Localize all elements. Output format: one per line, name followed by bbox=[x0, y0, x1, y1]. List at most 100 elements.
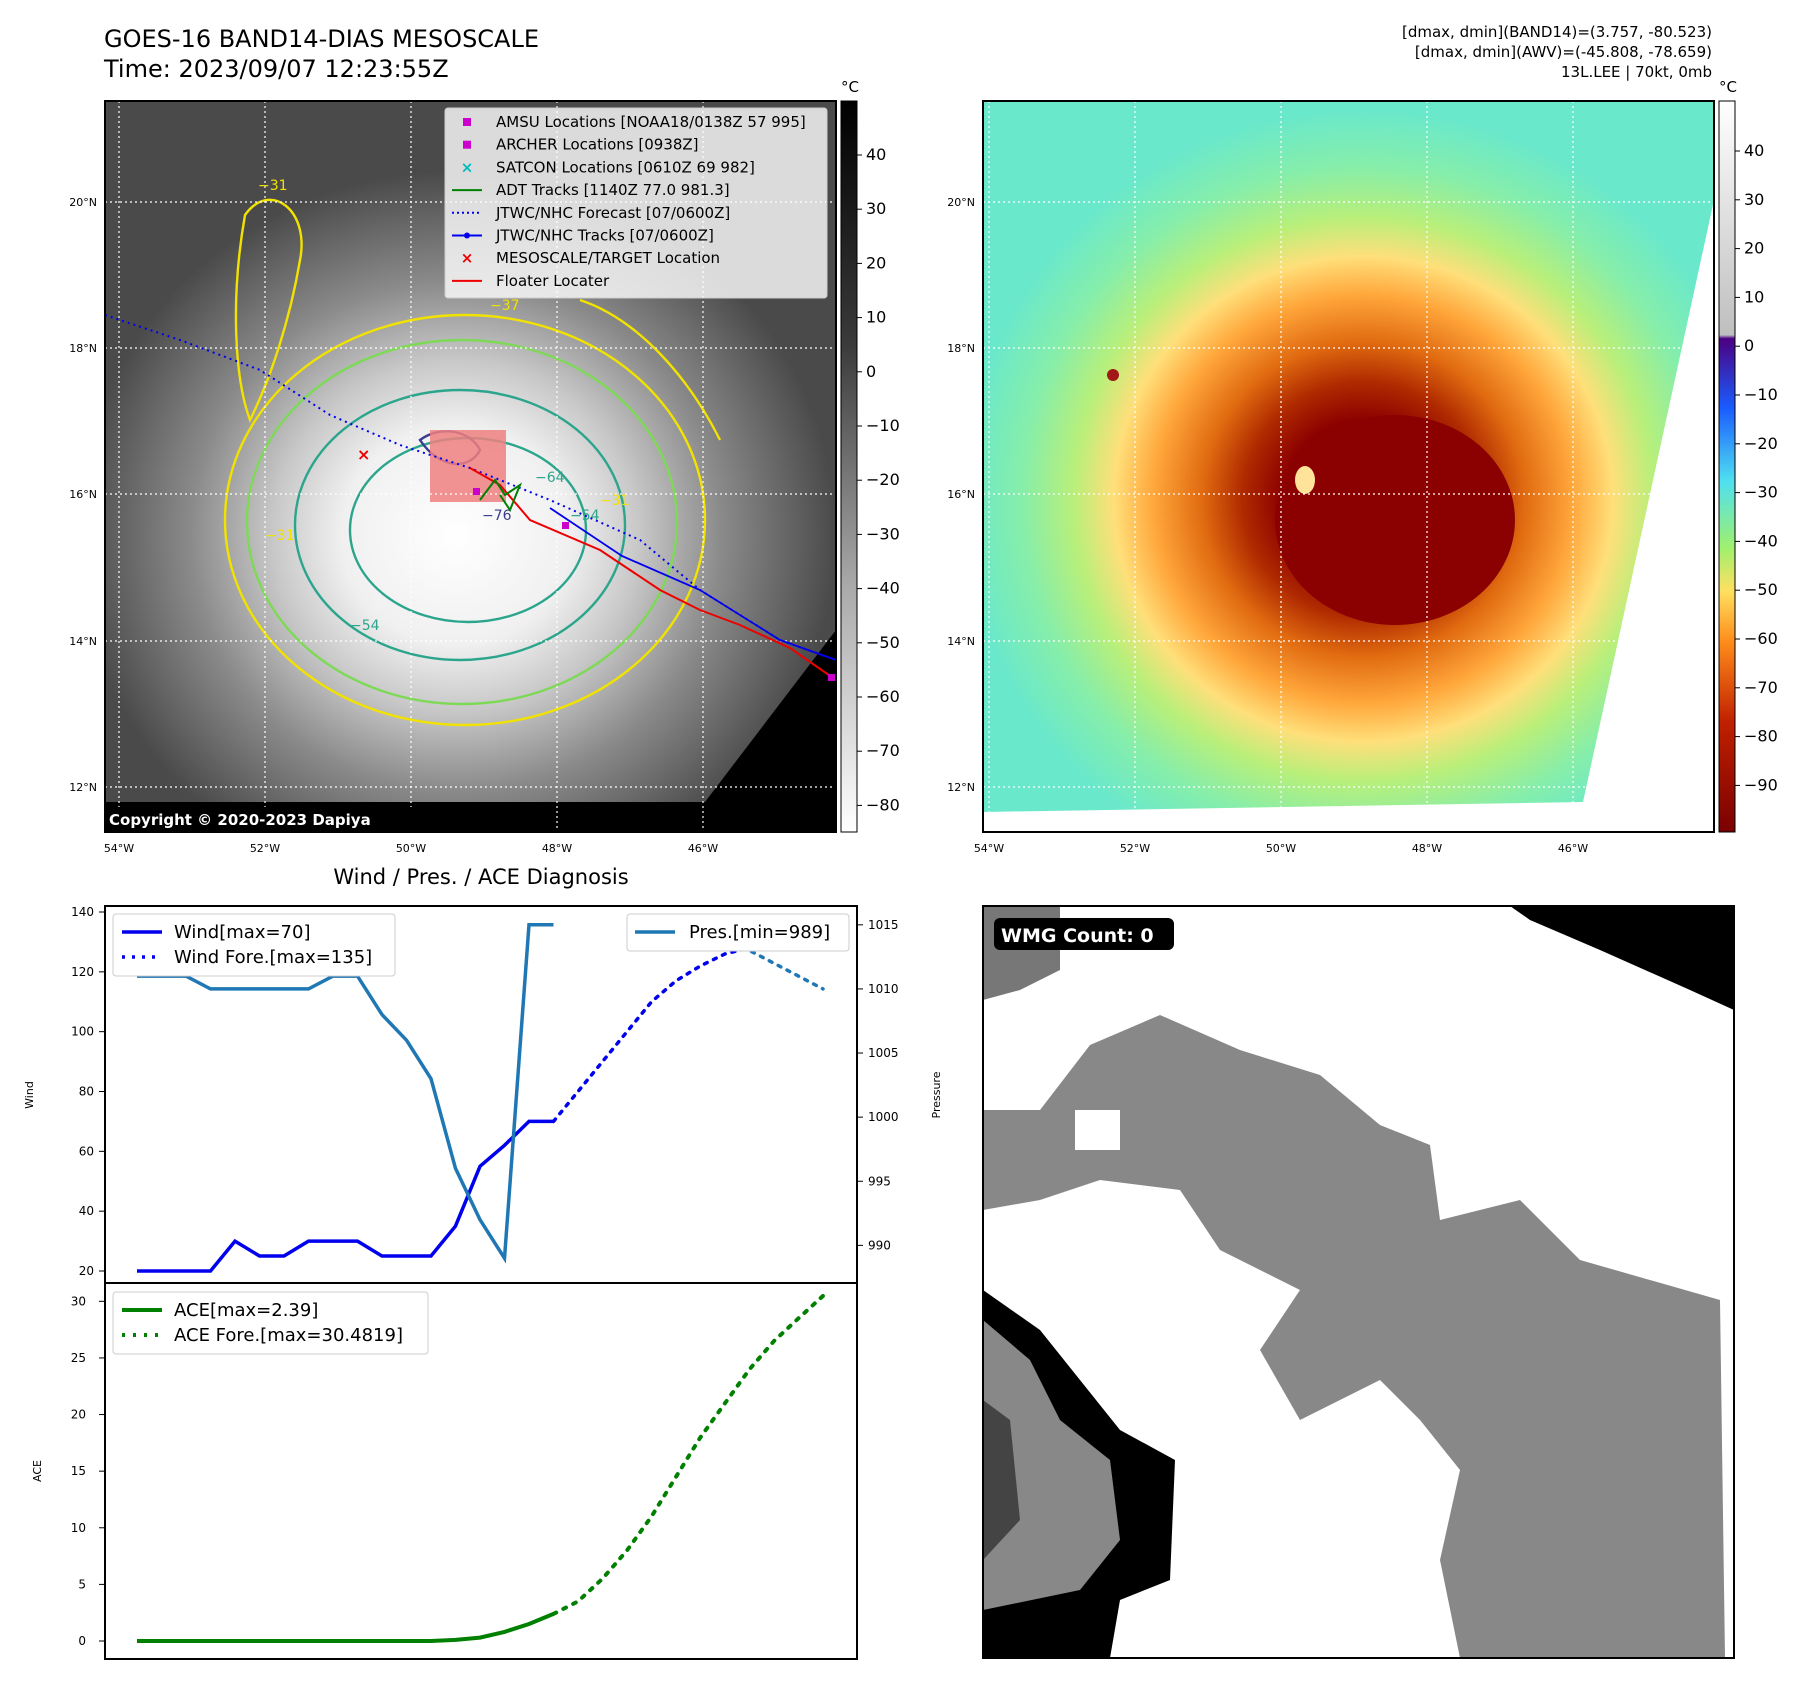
wmg-count-label: WMG Count: 0 bbox=[1001, 925, 1154, 947]
ace-legend-box bbox=[112, 1291, 429, 1355]
colorbar-tick-label: −70 bbox=[866, 741, 900, 760]
lon-label: 50°W bbox=[396, 842, 426, 855]
contour-yellow bbox=[223, 313, 707, 727]
line-dot-icon-marker bbox=[464, 232, 470, 239]
colorbar-tick-label: −80 bbox=[866, 795, 900, 814]
legend-label: JTWC/NHC Tracks [07/0600Z] bbox=[495, 227, 714, 245]
legend-item: ADT Tracks [1140Z 77.0 981.3] bbox=[452, 181, 730, 199]
wmg-dark-gray bbox=[983, 1400, 1020, 1560]
eye bbox=[1295, 466, 1315, 494]
legend-item: Floater Locater bbox=[452, 272, 610, 290]
legend-label: JTWC/NHC Forecast [07/0600Z] bbox=[495, 204, 730, 222]
wind-pressure-chart: Wind / Pres. / ACE Diagnosis Wind Pressu… bbox=[23, 865, 943, 1284]
left-map-axis-labels: 20°N 18°N 16°N 14°N 12°N 54°W 52°W 50°W 48°W 46°W bbox=[69, 196, 718, 855]
colorbar-tick-label: −60 bbox=[866, 687, 900, 706]
wind-tick-label: 40 bbox=[79, 1204, 94, 1218]
colorbar-tick-label: −10 bbox=[1744, 385, 1778, 404]
lon-label: 54°W bbox=[104, 842, 134, 855]
colorbar-tick-label: 30 bbox=[1744, 190, 1764, 209]
lon-label: 46°W bbox=[1558, 842, 1588, 855]
target-box bbox=[430, 430, 506, 502]
legend-label: ACE Fore.[max=30.4819] bbox=[174, 1325, 403, 1346]
figure-stats: [dmax, dmin](BAND14)=(3.757, -80.523) [d… bbox=[1402, 22, 1712, 82]
pressure-tick-label: 1000 bbox=[868, 1110, 899, 1124]
lon-label: 46°W bbox=[688, 842, 718, 855]
wind-tick-label: 20 bbox=[79, 1264, 94, 1278]
colorbar-tick-label: 20 bbox=[866, 253, 886, 272]
legend-label: Pres.[min=989] bbox=[689, 922, 830, 943]
right-colorbar-ticks: 40 30 20 10 0 −10 −20 −30 −40 −50 −60 −70 −80 −90 bbox=[1735, 141, 1778, 794]
lon-label: 50°W bbox=[1266, 842, 1296, 855]
wind-tick-label: 60 bbox=[79, 1144, 94, 1158]
right-map-grid bbox=[983, 101, 1714, 832]
wmg-panel: WMG Count: 0 bbox=[982, 905, 1735, 1659]
series-line bbox=[551, 937, 825, 1124]
pressure-tick-label: 995 bbox=[868, 1174, 891, 1188]
ace-chart-frame bbox=[104, 1282, 858, 1660]
series-line bbox=[551, 1293, 825, 1616]
legend-label: ACE[max=2.39] bbox=[174, 1300, 318, 1321]
legend-label: MESOSCALE/TARGET Location bbox=[496, 249, 720, 267]
ace-axis-label: ACE bbox=[31, 1460, 44, 1482]
colorbar-tick-label: 10 bbox=[1744, 287, 1764, 306]
mesoscale-target-marker: × bbox=[357, 445, 370, 464]
wmg-frame bbox=[982, 905, 1735, 1659]
colorbar-tick-label: −40 bbox=[1744, 531, 1778, 550]
contour-label: −64 bbox=[535, 470, 565, 486]
square-marker-icon bbox=[463, 140, 471, 149]
jtwc-track bbox=[549, 507, 836, 661]
contour-label: −31 bbox=[258, 178, 288, 194]
right-map-axis-labels: 20°N 18°N 16°N 14°N 12°N 54°W 52°W 50°W 48°W 46°W bbox=[947, 196, 1588, 855]
contour-yellow-arc bbox=[579, 298, 722, 441]
wind-tick-label: 100 bbox=[71, 1025, 94, 1039]
left-map-frame bbox=[104, 100, 837, 833]
adt-track bbox=[479, 478, 523, 513]
wind-tick-label: 120 bbox=[71, 965, 94, 979]
chart-title: Wind / Pres. / ACE Diagnosis bbox=[333, 865, 628, 889]
colorbar-tick-label: −90 bbox=[1744, 775, 1778, 794]
wmg-label-bg bbox=[994, 918, 1174, 950]
legend-label: AMSU Locations [NOAA18/0138Z 57 995] bbox=[496, 113, 806, 131]
pressure-tick-label: 1015 bbox=[868, 918, 899, 932]
contour-label: −37 bbox=[490, 298, 520, 314]
stats-band14: [dmax, dmin](BAND14)=(3.757, -80.523) bbox=[1401, 23, 1712, 41]
stats-storm: 13L.LEE | 70kt, 0mb bbox=[1561, 63, 1712, 81]
x-marker-icon: × bbox=[461, 249, 474, 267]
colorbar-tick-label: 20 bbox=[1744, 239, 1764, 258]
cold-core bbox=[1275, 415, 1515, 625]
colorbar-tick-label: 0 bbox=[866, 362, 876, 381]
lat-label: 12°N bbox=[947, 781, 975, 794]
amsu-marker-edge bbox=[828, 674, 835, 681]
colorbar-tick-label: −50 bbox=[1744, 580, 1778, 599]
series-line bbox=[674, 923, 825, 991]
ace-tick-label: 30 bbox=[71, 1294, 86, 1308]
archer-marker bbox=[473, 488, 480, 495]
legend-label: SATCON Locations [0610Z 69 982] bbox=[496, 158, 755, 176]
contour-label: −54 bbox=[350, 618, 380, 634]
lat-label: 12°N bbox=[69, 781, 97, 794]
wind-legend-box bbox=[112, 913, 396, 977]
lon-label: 48°W bbox=[542, 842, 572, 855]
wind-tick-label: 80 bbox=[79, 1085, 94, 1099]
legend-label: Wind Fore.[max=135] bbox=[174, 947, 372, 968]
lon-label: 54°W bbox=[974, 842, 1004, 855]
title-time: Time: 2023/09/07 12:23:55Z bbox=[104, 55, 449, 83]
square-marker-icon bbox=[463, 118, 471, 126]
pressure-legend-box bbox=[626, 913, 850, 952]
x-marker-icon: × bbox=[461, 158, 474, 176]
legend-item: AMSU Locations [NOAA18/0138Z 57 995] bbox=[463, 113, 806, 131]
copyright-text: Copyright © 2020-2023 Dapiya bbox=[109, 811, 371, 829]
colorbar-tick-label: 30 bbox=[866, 199, 886, 218]
lat-label: 18°N bbox=[69, 342, 97, 355]
ir-gray-map-panel: × −31 −31 −37 −54 −64 −76 −31 −54 Copyri… bbox=[69, 78, 900, 855]
legend-item: JTWC/NHC Tracks [07/0600Z] bbox=[452, 227, 714, 245]
colorbar-tick-label: −20 bbox=[866, 470, 900, 489]
wmg-black-corner bbox=[1510, 906, 1734, 1010]
colorbar-tick-label: −10 bbox=[866, 416, 900, 435]
colorbar-tick-label: 40 bbox=[866, 145, 886, 164]
wmg-white-hole bbox=[1075, 1110, 1120, 1150]
legend-item: × MESOSCALE/TARGET Location bbox=[461, 249, 720, 267]
legend-label: ARCHER Locations [0938Z] bbox=[496, 136, 699, 154]
colorbar-tick-label: −40 bbox=[866, 579, 900, 598]
